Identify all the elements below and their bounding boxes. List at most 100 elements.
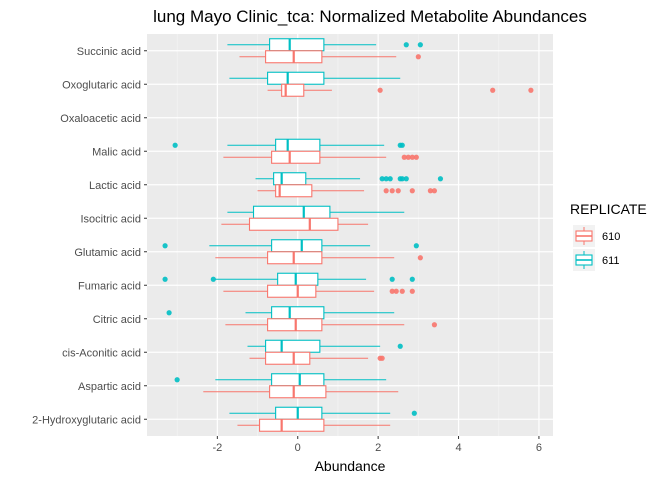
legend: REPLICATE 610 611 bbox=[570, 201, 647, 271]
outlier-point bbox=[399, 288, 405, 294]
y-tick-label: cis-Aconitic acid bbox=[62, 347, 141, 359]
box-body bbox=[275, 184, 313, 198]
box-body bbox=[252, 205, 331, 219]
box-610 bbox=[239, 50, 421, 64]
outlier-point bbox=[413, 154, 419, 160]
outlier-point bbox=[417, 42, 423, 48]
box-body bbox=[269, 385, 327, 399]
y-tick-label: Glutamic acid bbox=[74, 247, 141, 259]
outlier-point bbox=[409, 154, 415, 160]
box-body bbox=[281, 83, 305, 97]
outlier-point bbox=[379, 355, 385, 361]
box-610 bbox=[237, 418, 391, 432]
outlier-point bbox=[409, 188, 415, 194]
y-tick-label: Aspartic acid bbox=[78, 381, 141, 393]
grid-major bbox=[147, 34, 553, 436]
outlier-point bbox=[409, 288, 415, 294]
box-610 bbox=[257, 184, 438, 198]
outlier-point bbox=[172, 142, 178, 148]
outlier-point bbox=[399, 176, 405, 182]
outlier-point bbox=[431, 188, 438, 194]
box-611 bbox=[229, 406, 417, 420]
box-611 bbox=[229, 71, 401, 85]
outlier-point bbox=[415, 54, 421, 60]
box-body bbox=[271, 373, 325, 387]
y-tick-label: Isocitric acid bbox=[80, 213, 141, 225]
y-axis: Succinic acid Oxoglutaric acid Oxaloacetic… bbox=[32, 46, 147, 426]
outlier-point bbox=[389, 276, 395, 282]
outlier-point bbox=[403, 176, 409, 182]
outlier-point bbox=[403, 42, 409, 48]
box-body bbox=[248, 217, 339, 231]
box-610 bbox=[223, 150, 419, 164]
box-body bbox=[271, 306, 325, 320]
box-body bbox=[273, 172, 307, 186]
box-body bbox=[267, 71, 325, 85]
box-610 bbox=[203, 385, 399, 399]
x-tick-label: 6 bbox=[536, 442, 542, 454]
box-610 bbox=[215, 251, 423, 265]
outlier-point bbox=[437, 176, 444, 182]
outlier-point bbox=[383, 176, 389, 182]
box-body bbox=[265, 351, 311, 365]
box-610 bbox=[267, 83, 534, 97]
grid-minor bbox=[176, 34, 500, 436]
outlier-point bbox=[405, 154, 411, 160]
outlier-point bbox=[417, 255, 423, 261]
y-tick-label: Succinic acid bbox=[77, 46, 141, 58]
y-tick-label: Fumaric acid bbox=[78, 280, 141, 292]
outlier-point bbox=[409, 276, 415, 282]
box-body bbox=[275, 138, 321, 152]
outlier-point bbox=[387, 176, 393, 182]
outlier-point bbox=[393, 288, 399, 294]
chart-title: lung Mayo Clinic_tca: Normalized Metabol… bbox=[153, 7, 587, 26]
box-body bbox=[267, 284, 317, 298]
outlier-point bbox=[395, 188, 401, 194]
outlier-point bbox=[431, 322, 438, 328]
box-610 bbox=[221, 217, 369, 231]
box-body bbox=[271, 150, 321, 164]
y-tick-label: Oxoglutaric acid bbox=[62, 79, 141, 91]
x-tick-label: 4 bbox=[455, 442, 461, 454]
box-611 bbox=[247, 339, 403, 353]
y-tick-label: Malic acid bbox=[92, 146, 141, 158]
box-610 bbox=[249, 351, 385, 365]
box-body bbox=[269, 38, 325, 52]
outlier-point bbox=[174, 377, 180, 383]
outlier-point bbox=[413, 243, 419, 249]
box-611 bbox=[227, 205, 405, 219]
x-tick-label: -2 bbox=[212, 442, 222, 454]
outlier-point bbox=[397, 343, 403, 349]
x-tick-label: 0 bbox=[295, 442, 301, 454]
y-tick-label: Citric acid bbox=[93, 314, 141, 326]
outlier-point bbox=[490, 87, 496, 93]
box-body bbox=[271, 239, 323, 253]
legend-key-610 bbox=[573, 225, 595, 247]
outlier-point bbox=[162, 276, 168, 282]
outlier-point bbox=[399, 142, 405, 148]
y-tick-label: Lactic acid bbox=[89, 180, 141, 192]
y-tick-label: 2-Hydroxyglutaric acid bbox=[32, 414, 141, 426]
outlier-point bbox=[389, 288, 395, 294]
x-axis-label: Abundance bbox=[315, 458, 386, 474]
plot-panel bbox=[147, 34, 553, 436]
box-body bbox=[259, 418, 325, 432]
box-611 bbox=[172, 138, 405, 152]
box-611 bbox=[162, 239, 419, 253]
outlier-point bbox=[389, 188, 395, 194]
box-610 bbox=[223, 284, 415, 298]
box-610 bbox=[225, 318, 438, 332]
box-611 bbox=[255, 172, 444, 186]
legend-label-610: 610 bbox=[602, 231, 620, 243]
outlier-point bbox=[528, 87, 534, 93]
x-tick-label: 2 bbox=[375, 442, 381, 454]
boxes bbox=[162, 38, 534, 432]
x-axis: -2 0 2 4 6 bbox=[212, 436, 542, 454]
y-tick-label: Oxaloacetic acid bbox=[60, 113, 141, 125]
outlier-point bbox=[166, 310, 172, 316]
legend-key-611 bbox=[573, 249, 595, 271]
box-body bbox=[265, 339, 321, 353]
outlier-point bbox=[401, 154, 407, 160]
box-body bbox=[277, 272, 319, 286]
